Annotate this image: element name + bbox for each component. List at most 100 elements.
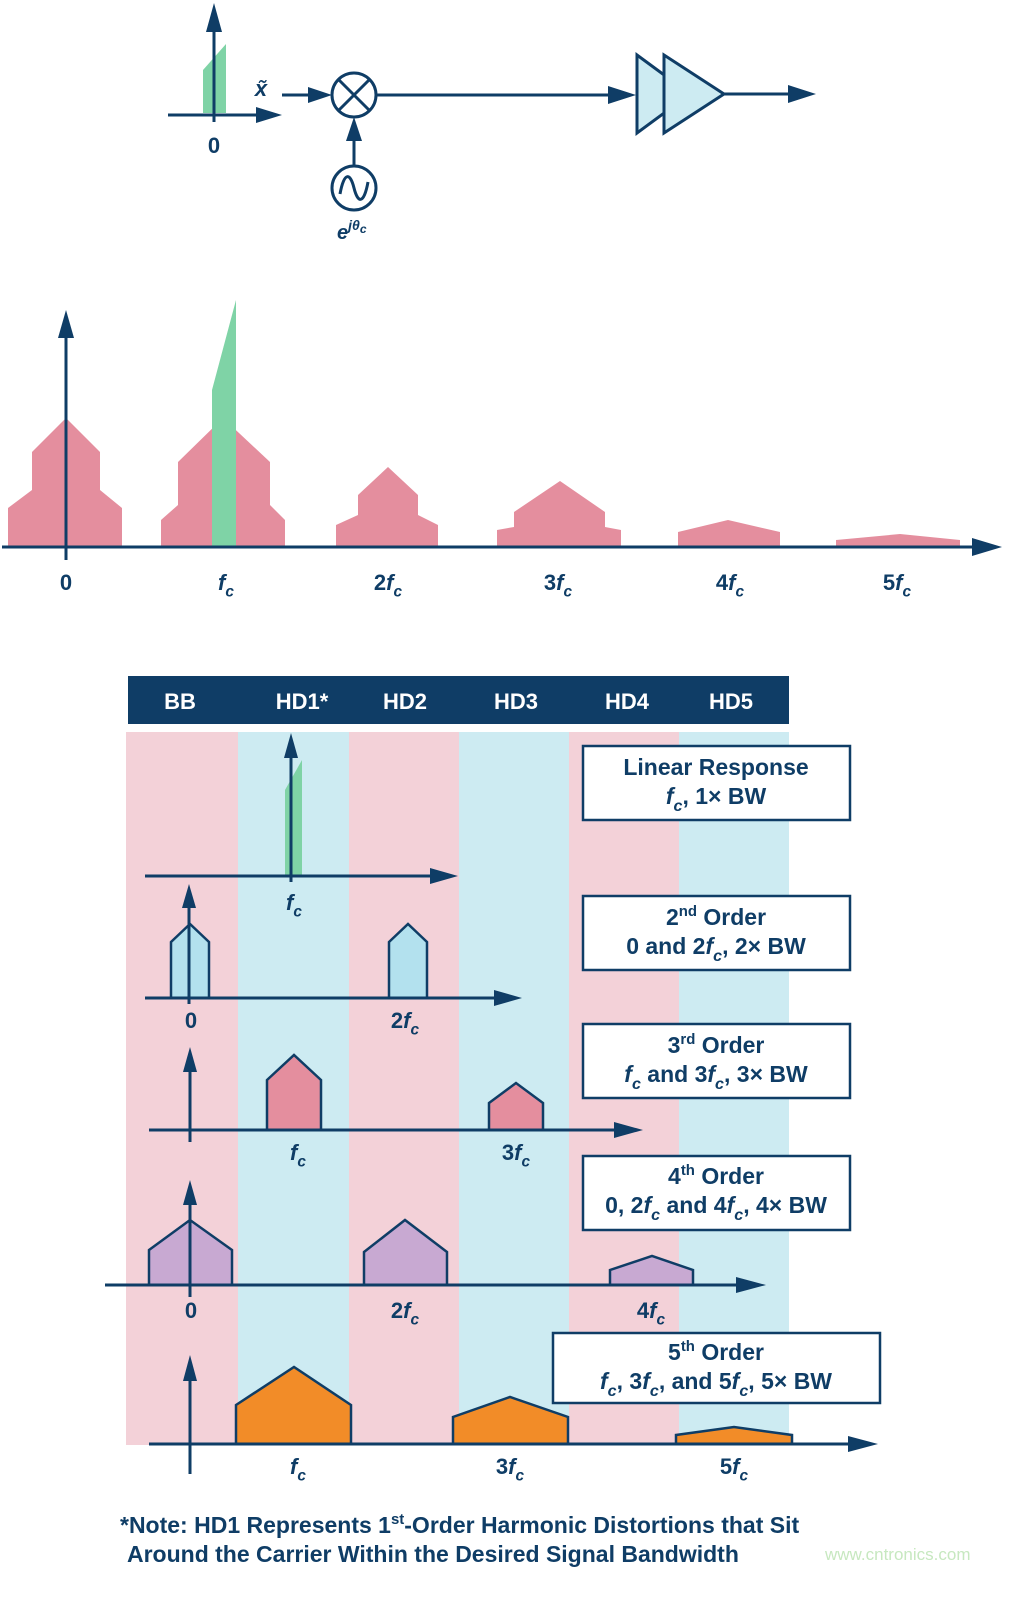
row-2nd-order: 0 2fc <box>145 884 522 1039</box>
tick-2fc: 2fc <box>391 1298 420 1329</box>
label-box-5th-order: 5th Order fc, 3fc, and 5fc, 5× BW <box>551 1331 882 1405</box>
header-hd2: HD2 <box>383 689 427 714</box>
box-desc: 0 and 2fc, 2× BW <box>626 933 806 965</box>
text-segment: c <box>360 222 367 236</box>
row-linear: fc <box>145 733 458 921</box>
tick-fc: fc <box>290 1140 306 1171</box>
harmonic-table: BB HD1* HD2 HD3 HD4 HD5 fc Linear Respon… <box>105 676 882 1485</box>
text-segment: c <box>297 1468 306 1485</box>
text-segment: c <box>516 1468 525 1485</box>
text-segment: c <box>657 1312 666 1329</box>
tick-5fc: 5fc <box>883 570 912 601</box>
tick-0: 0 <box>185 1008 197 1033</box>
text-segment: 2 <box>391 1008 403 1033</box>
tick-4fc: 4fc <box>716 570 745 601</box>
text-segment: f <box>508 1454 518 1479</box>
text-segment: c <box>739 1382 748 1400</box>
tick-fc: fc <box>218 570 234 601</box>
text-segment: 0 <box>185 1008 197 1033</box>
text-segment: 2 <box>666 904 679 930</box>
text-segment: c <box>632 1075 641 1093</box>
arrowhead <box>308 87 332 103</box>
text-segment: f <box>895 570 905 595</box>
arrowhead <box>183 1180 197 1205</box>
text-segment: nd <box>679 903 697 920</box>
tick-3fc: 3fc <box>502 1140 531 1171</box>
arrowhead <box>736 1277 766 1293</box>
text-segment: , 3 <box>617 1368 643 1394</box>
text-segment: Order <box>695 1163 764 1189</box>
linear-signal <box>285 760 302 876</box>
label-box-linear: Linear Response fc, 1× BW <box>581 744 852 822</box>
table-header <box>128 676 789 724</box>
text-segment: 0 <box>60 570 72 595</box>
box-desc: fc, 3fc, and 5fc, 5× BW <box>600 1368 832 1400</box>
text-segment: st <box>391 1511 404 1528</box>
desired-signal <box>212 300 236 547</box>
tick-fc: fc <box>290 1454 306 1485</box>
text-segment: c <box>297 1154 306 1171</box>
text-segment: , 4× BW <box>743 1192 827 1218</box>
2fc-lobe <box>336 467 438 547</box>
text-segment: f <box>624 1061 634 1087</box>
text-segment: 5 <box>883 570 895 595</box>
text-segment: , 5× BW <box>748 1368 832 1394</box>
box-title: 2nd Order <box>666 903 766 930</box>
text-segment: c <box>713 947 722 965</box>
text-segment: 4 <box>668 1163 681 1189</box>
row-5th-order: fc 3fc 5fc <box>149 1355 878 1485</box>
watermark: www.cntronics.com <box>824 1545 970 1564</box>
text-segment: c <box>734 1206 743 1224</box>
text-segment: 4 <box>637 1298 650 1323</box>
header-hd4: HD4 <box>605 689 650 714</box>
text-segment: c <box>715 1075 724 1093</box>
text-segment: 0, 2 <box>605 1192 643 1218</box>
label-box-3rd-order: 3rd Order fc and 3fc, 3× BW <box>581 1022 852 1100</box>
arrowhead <box>494 990 522 1006</box>
text-segment: c <box>394 584 403 601</box>
arrowhead <box>206 3 222 32</box>
header-bb: BB <box>164 689 196 714</box>
text-segment: 5 <box>668 1339 681 1365</box>
text-segment: c <box>225 584 234 601</box>
text-segment: f <box>732 1368 742 1394</box>
mixer-icon <box>330 71 378 119</box>
text-segment: , 2× BW <box>722 933 806 959</box>
text-segment: f <box>643 1192 653 1218</box>
arrowhead <box>848 1436 878 1452</box>
box-desc: fc and 3fc, 3× BW <box>624 1061 808 1093</box>
text-segment: 4 <box>716 570 729 595</box>
text-segment: f <box>732 1454 742 1479</box>
text-segment: f <box>649 1298 659 1323</box>
text-segment: jθ <box>346 217 360 233</box>
arrowhead <box>183 1355 197 1381</box>
text-segment: c <box>736 584 745 601</box>
text-segment: f <box>705 933 715 959</box>
text-segment: c <box>411 1312 420 1329</box>
block-diagram: 0 x̃ ejθc <box>168 3 816 244</box>
text-segment: f <box>218 570 228 595</box>
text-segment: 3 <box>668 1032 681 1058</box>
text-segment: f <box>600 1368 610 1394</box>
row-3rd-order: fc 3fc <box>149 1047 643 1171</box>
input-symbol: x̃ <box>254 76 268 101</box>
text-segment: 0 <box>185 1298 197 1323</box>
text-segment: 2 <box>374 570 386 595</box>
text-segment: f <box>290 1140 300 1165</box>
text-segment: f <box>556 570 566 595</box>
text-segment: c <box>411 1022 420 1039</box>
tick-0: 0 <box>185 1298 197 1323</box>
text-segment: f <box>386 570 396 595</box>
box-desc: fc, 1× BW <box>666 783 767 815</box>
text-segment: and 3 <box>641 1061 707 1087</box>
text-segment: th <box>681 1162 695 1179</box>
tick-5fc: 5fc <box>720 1454 749 1485</box>
text-segment: 3 <box>502 1140 514 1165</box>
text-segment: f <box>642 1368 652 1394</box>
text-segment: f <box>727 1192 737 1218</box>
band-bb <box>126 732 238 1445</box>
5fc-lobe <box>836 534 960 547</box>
row-4th-order: 0 2fc 4fc <box>105 1180 766 1329</box>
arrowhead <box>346 117 362 141</box>
